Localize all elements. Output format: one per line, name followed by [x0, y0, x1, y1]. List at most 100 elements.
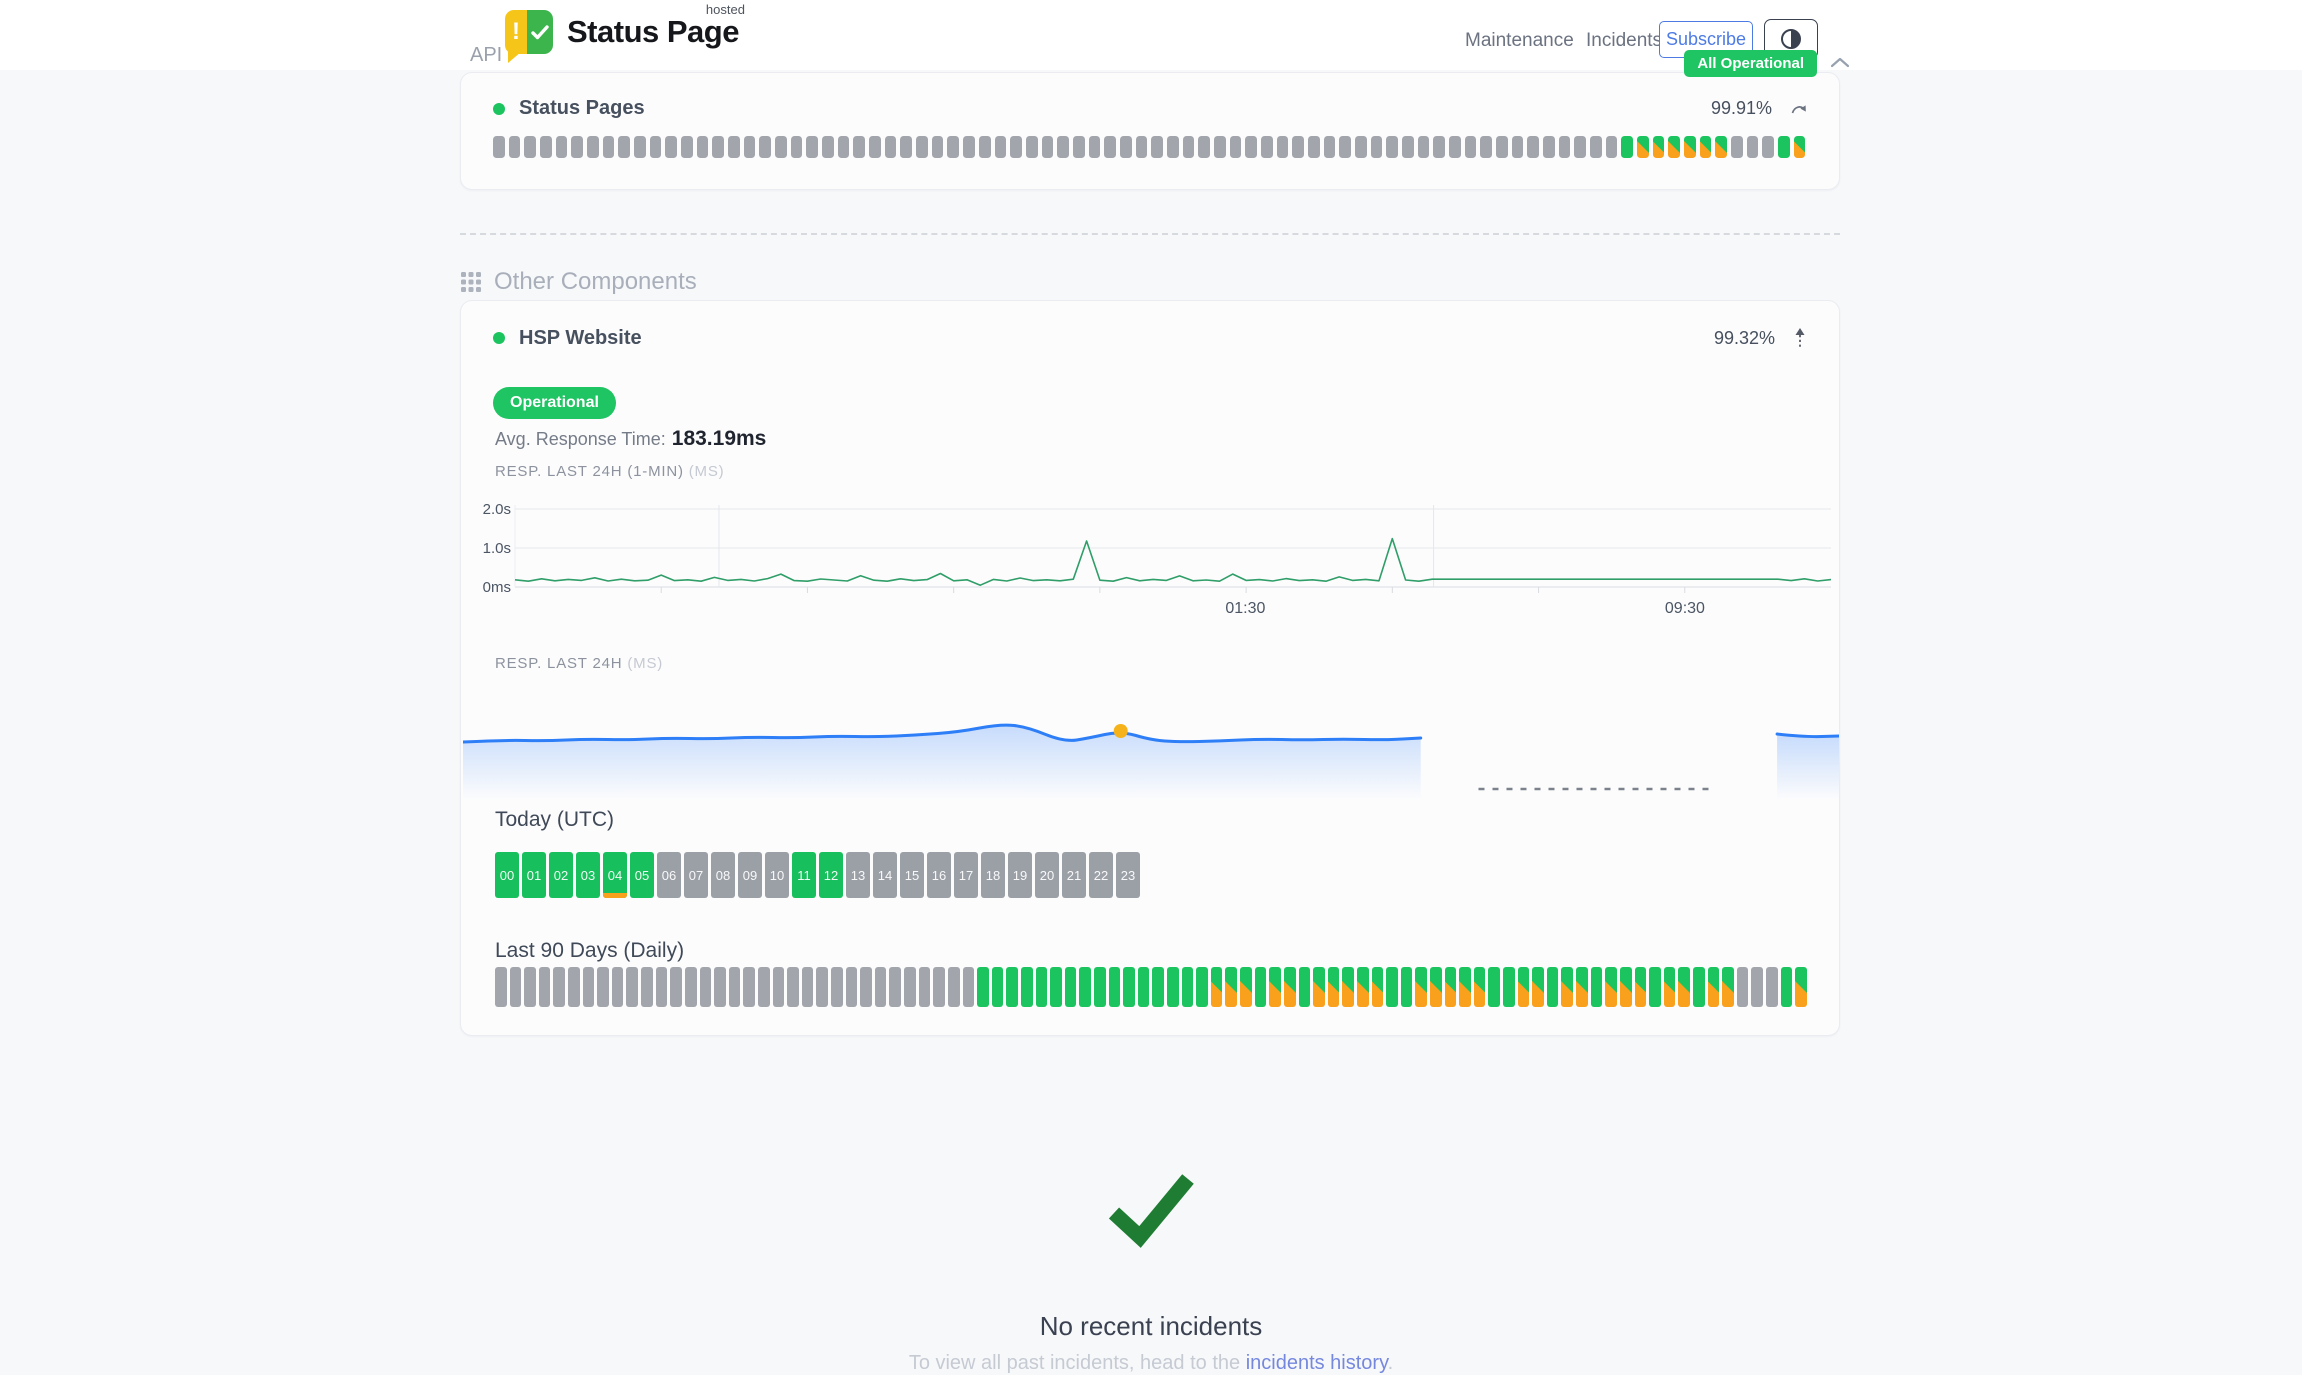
incidents-history-link[interactable]: incidents history — [1245, 1352, 1388, 1374]
hsp-website-card: HSP Website 99.32% Operational Avg. Resp… — [460, 300, 1841, 1036]
uptime-bar-up — [1503, 967, 1515, 1007]
all-operational-badge[interactable]: All Operational — [1684, 50, 1817, 77]
uptime-bar-up — [1590, 967, 1603, 1007]
collapse-arrow-icon[interactable] — [1791, 325, 1809, 351]
speech-bubble-tail — [508, 52, 521, 63]
hour-block-02: 02 — [549, 852, 573, 898]
uptime-bar-none — [900, 136, 913, 158]
uptime-bar-partial — [1634, 967, 1647, 1007]
partial-outage-strip — [603, 893, 627, 898]
uptime-bar-none — [904, 967, 916, 1007]
uptime-bar-none — [1260, 136, 1273, 158]
uptime-bar-none — [978, 136, 991, 158]
uptime-bar-none — [493, 136, 505, 158]
uptime-bar-none — [1401, 136, 1414, 158]
uptime-bar-partial — [1342, 967, 1354, 1007]
uptime-bar-none — [611, 967, 624, 1007]
uptime-bar-none — [1386, 136, 1398, 158]
uptime-bar-none — [649, 136, 662, 158]
uptime-bar-none — [684, 967, 697, 1007]
check-icon — [527, 10, 553, 54]
uptime-bar-up — [1137, 967, 1150, 1007]
uptime-bar-none — [582, 967, 595, 1007]
data-point-marker — [1113, 724, 1128, 738]
uptime-bar-none — [728, 967, 741, 1007]
uptime-bar-partial — [1210, 967, 1223, 1007]
uptime-bar-up — [1035, 967, 1048, 1007]
uptime-bar-up — [1181, 967, 1194, 1007]
uptime-bar-none — [916, 136, 928, 158]
uptime-bar-partial — [1795, 967, 1807, 1007]
hour-block-18: 18 — [981, 852, 1005, 898]
nav-incidents[interactable]: Incidents — [1586, 30, 1663, 51]
hour-block-05: 05 — [630, 852, 654, 898]
uptime-bar-none — [597, 967, 609, 1007]
uptime-bar-none — [1746, 136, 1759, 158]
uptime-bar-partial — [1473, 967, 1486, 1007]
uptime-bar-none — [1166, 136, 1179, 158]
exclamation-icon: ! — [505, 10, 527, 54]
uptime-bar-none — [787, 967, 799, 1007]
status-dot — [493, 332, 505, 344]
uptime-bar-none — [1543, 136, 1555, 158]
uptime-bar-partial — [1240, 967, 1252, 1007]
chevron-up-icon[interactable] — [1830, 55, 1850, 73]
grid-icon — [461, 272, 481, 292]
hour-block-03: 03 — [576, 852, 600, 898]
contrast-icon — [1781, 29, 1801, 49]
big-check-icon — [1108, 1174, 1194, 1248]
uptime-bar-none — [1496, 136, 1508, 158]
uptime-bar-partial — [1313, 967, 1325, 1007]
nav-maintenance[interactable]: Maintenance — [1465, 30, 1574, 51]
chart-1min-title: RESP. LAST 24H (1-MIN) (MS) — [495, 463, 725, 480]
uptime-bar-none — [845, 967, 858, 1007]
avg-response-value: 183.19ms — [671, 427, 767, 450]
hour-block-22: 22 — [1089, 852, 1113, 898]
status-dot — [493, 102, 505, 115]
uptime-bar-partial — [1561, 967, 1574, 1007]
uptime-bar-none — [1119, 136, 1132, 158]
uptime-bar-none — [1245, 136, 1257, 158]
uptime-bar-none — [509, 967, 522, 1007]
uptime-bar-partial — [1444, 967, 1457, 1007]
uptime-bar-none — [1276, 136, 1289, 158]
uptime-bar-up — [991, 967, 1004, 1007]
hour-block-06: 06 — [657, 852, 681, 898]
uptime-bar-none — [1339, 136, 1351, 158]
hour-block-14: 14 — [873, 852, 897, 898]
uptime-bar-up — [1254, 967, 1267, 1007]
x-tick-label: 09:30 — [1665, 600, 1705, 617]
uptime-bar-none — [1151, 136, 1163, 158]
uptime-bar-none — [831, 967, 843, 1007]
uptime-bar-none — [931, 136, 944, 158]
uptime-bar-none — [1323, 136, 1336, 158]
hour-block-15: 15 — [900, 852, 924, 898]
uptime-bar-none — [822, 136, 834, 158]
hour-block-09: 09 — [738, 852, 762, 898]
expand-arrow-icon[interactable] — [1788, 99, 1809, 118]
uptime-bar-partial — [1652, 136, 1665, 158]
uptime-bar-none — [1605, 136, 1618, 158]
uptime-bar-none — [1370, 136, 1383, 158]
uptime-bar-none — [994, 136, 1007, 158]
uptime-bar-partial — [1517, 967, 1530, 1007]
avg-response-time: Avg. Response Time: 183.19ms — [495, 427, 767, 450]
uptime-bar-up — [1152, 967, 1165, 1007]
uptime-percentage: 99.91% — [1710, 98, 1772, 118]
uptime-bar-up — [1780, 967, 1793, 1007]
uptime-bar-none — [1417, 136, 1430, 158]
header: ! Status Page hosted Maintenance Inciden… — [0, 0, 2302, 77]
uptime-bar-none — [538, 967, 551, 1007]
uptime-bar-partial — [1699, 136, 1712, 158]
today-utc-title: Today (UTC) — [495, 808, 615, 831]
uptime-bar-none — [918, 967, 931, 1007]
uptime-bar-partial — [1619, 967, 1632, 1007]
brand-logo[interactable]: ! Status Page hosted — [505, 2, 745, 63]
uptime-bar-none — [1229, 136, 1242, 158]
uptime-bar-up — [977, 967, 989, 1007]
uptime-bar-none — [1010, 136, 1022, 158]
uptime-bar-up — [1386, 967, 1398, 1007]
uptime-bar-partial — [1356, 967, 1369, 1007]
uptime-bar-partial — [1576, 967, 1588, 1007]
section-label-api: API — [470, 44, 503, 66]
